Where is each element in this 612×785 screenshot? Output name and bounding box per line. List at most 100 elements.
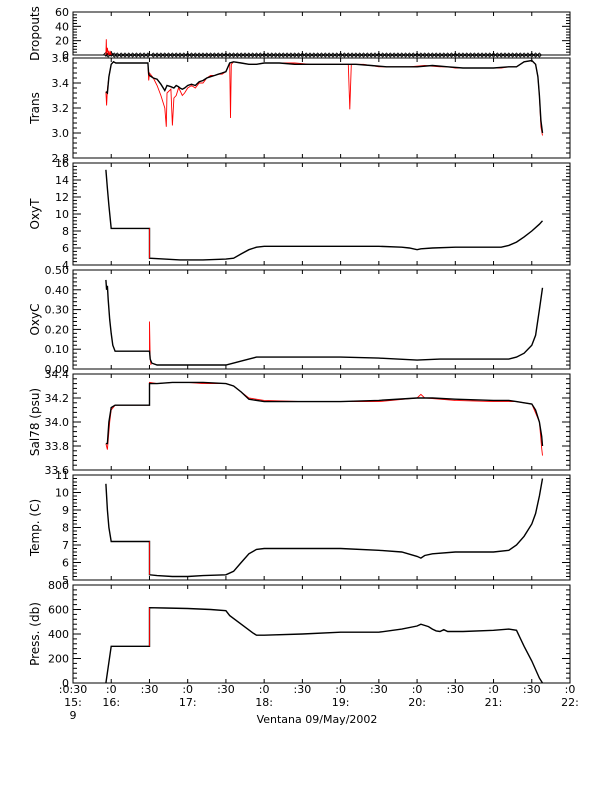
x-tick-label: :0 [565,683,576,696]
data-point [173,52,179,58]
data-point [219,52,225,58]
data-point [448,52,455,58]
x-tick-label: :30 [141,683,159,696]
data-point [177,52,183,58]
data-point [425,52,432,58]
data-point [196,52,202,58]
x-tick-label: :30 [370,683,388,696]
y-tick-label: 3.6 [52,52,70,65]
y-tick-label: 34.2 [45,392,70,405]
data-point [471,52,477,58]
x-tick-label: 21: [485,696,503,709]
y-tick-label: 10 [55,208,69,221]
panel-trans: 2.8 3.0 3.2 3.4 3.6 Trans [28,52,571,165]
y-tick-label: 34.0 [45,416,70,429]
panel-frame [72,474,571,581]
series-line [105,59,544,134]
x-tick-label: :0 [182,683,193,696]
x-tick-label: :30 [446,683,464,696]
data-point [276,52,283,58]
y-tick-label: 3.4 [52,77,70,90]
data-point [211,52,218,58]
data-point [364,52,370,58]
series-line [149,321,152,366]
data-point [536,52,542,58]
data-point [494,52,500,58]
data-point [126,52,132,58]
data-point [322,52,328,58]
y-tick-label: 200 [48,653,69,666]
panel-frame [72,11,571,56]
y-axis-label: Dropouts [28,6,42,61]
data-point [133,52,140,58]
x-tick-label: 22: [561,696,579,709]
x-tick-label: 18: [255,696,273,709]
data-point [122,52,128,58]
y-tick-label: 6 [62,242,69,255]
data-point [372,52,378,58]
data-point [338,52,344,58]
series-line [105,279,544,366]
data-point [204,52,210,58]
series-line [105,478,544,578]
x-tick-label: :0:30 [59,683,87,696]
data-point [334,52,340,58]
x-tick-label: 9 [70,709,77,722]
data-point [315,52,321,58]
data-point [403,52,409,58]
data-point [345,52,351,58]
data-point [399,52,405,58]
data-point [257,52,263,58]
data-point [376,52,382,58]
data-point [158,52,164,58]
x-tick-label: 16: [102,696,120,709]
data-point [498,52,504,58]
x-tick-label: :0 [106,683,117,696]
data-point [464,52,470,58]
panel-frame [72,57,571,159]
y-axis-label: OxyT [28,198,42,230]
y-axis-label: OxyC [28,303,42,335]
y-tick-label: 3.2 [52,102,70,115]
panel-frame [72,584,571,684]
data-point [410,52,416,58]
y-axis-label: Press. (db) [28,602,42,666]
data-point [490,52,497,58]
data-point [360,52,367,58]
data-point [150,52,156,58]
data-point [487,52,493,58]
data-point [145,52,151,58]
y-tick-label: 0.50 [45,264,70,277]
data-point [341,52,348,58]
y-tick-label: 9 [62,504,69,517]
data-point [154,52,160,58]
data-point [406,52,412,58]
data-point [311,52,317,58]
data-point [479,52,485,58]
data-point [188,52,195,58]
y-tick-label: 0.20 [45,323,70,336]
data-point [130,52,136,58]
data-point [261,52,267,58]
data-point [215,52,221,58]
y-tick-label: 4 [62,259,69,272]
data-point [513,52,520,58]
x-tick-label: 19: [332,696,350,709]
y-tick-label: 5 [62,574,69,587]
data-point [288,52,294,58]
y-tick-label: 800 [48,579,69,592]
panel-oxyt: 4 6 8 10 12 14 16 OxyT [28,157,571,272]
series-line [105,381,544,447]
data-point [292,52,298,58]
y-tick-label: 7 [62,539,69,552]
data-point [433,52,439,58]
x-tick-label: :0 [335,683,346,696]
y-axis-label: Trans [28,92,42,125]
y-tick-label: 11 [55,469,69,482]
data-point [391,52,397,58]
y-tick-label: 0.10 [45,343,70,356]
data-point [242,52,248,58]
